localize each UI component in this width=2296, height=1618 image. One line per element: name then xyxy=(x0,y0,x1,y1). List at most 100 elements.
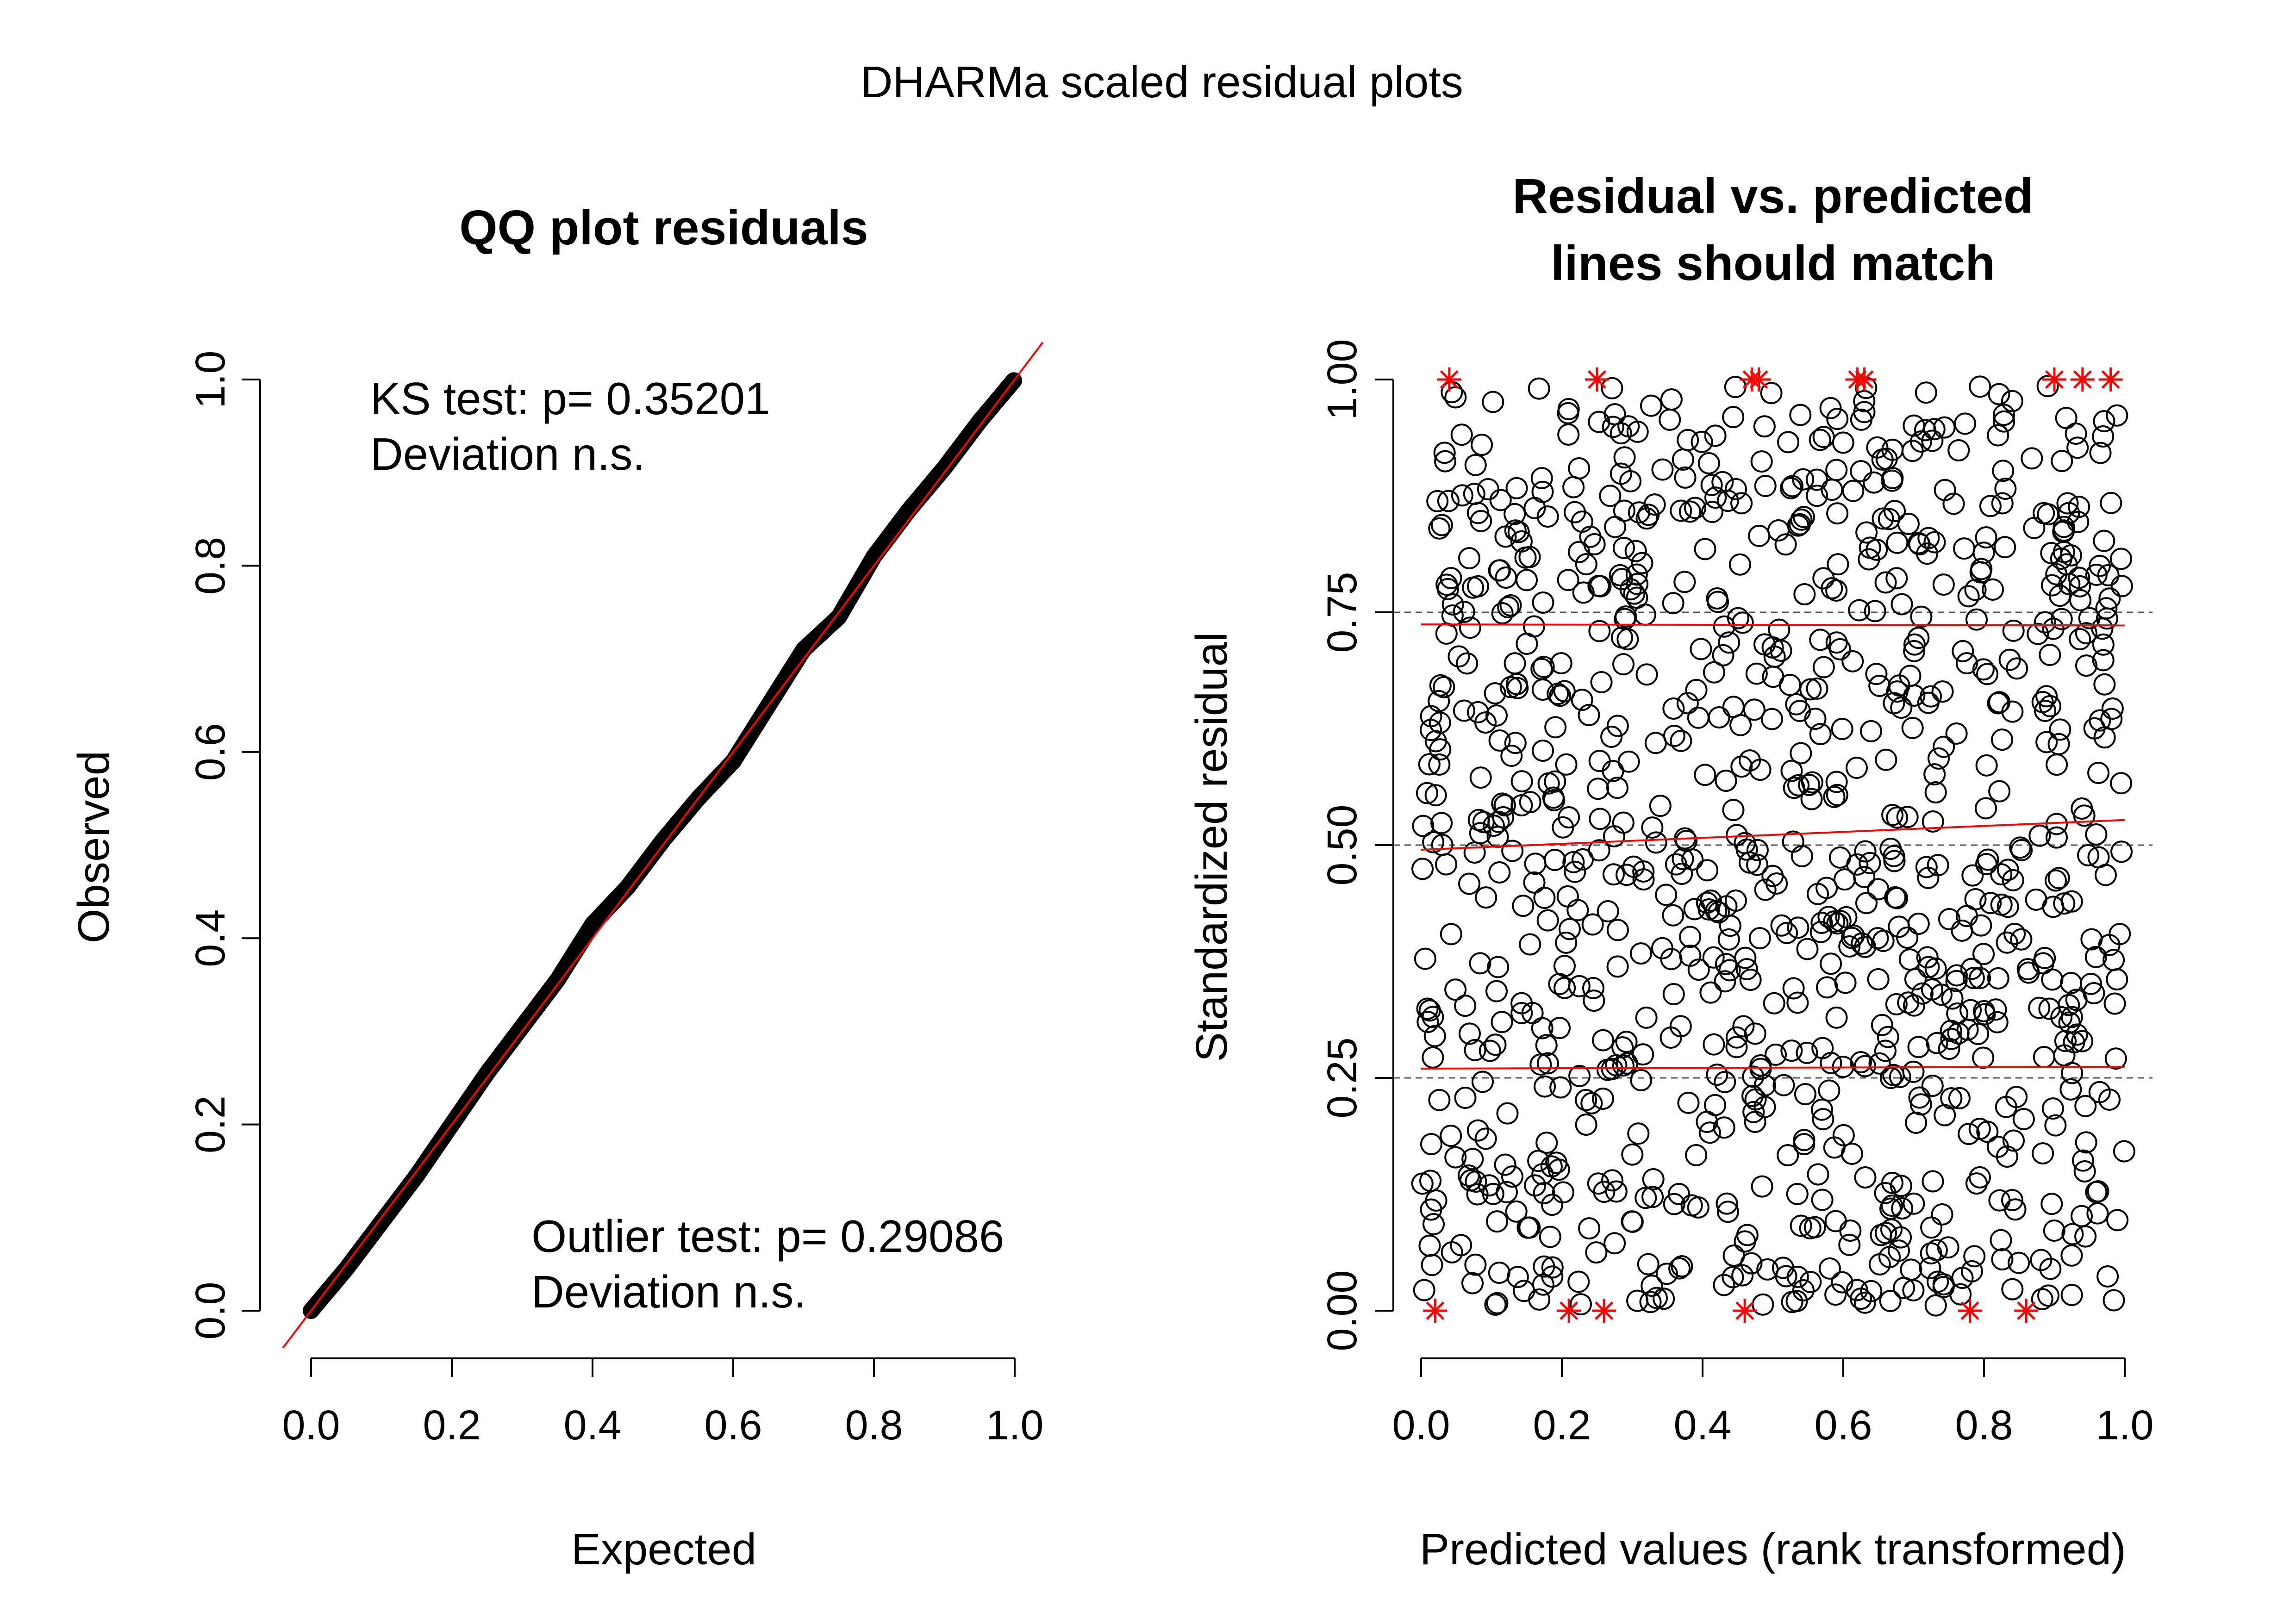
residual-point xyxy=(2110,772,2133,795)
residual-point xyxy=(2035,685,2058,708)
residual-point xyxy=(1962,967,1985,989)
residual-point xyxy=(1725,1026,1748,1049)
residual-point xyxy=(2039,644,2061,666)
residual-point xyxy=(2056,492,2079,515)
residual-point xyxy=(1909,1093,1932,1116)
residual-point xyxy=(1927,1270,1949,1293)
residual-point xyxy=(1990,893,2013,916)
residual-point xyxy=(1678,500,1701,523)
residual-point xyxy=(1941,987,1964,1010)
residual-point xyxy=(1979,892,2002,915)
residual-point xyxy=(1506,677,1529,699)
outlier-marker-stroke xyxy=(2017,1301,2036,1320)
residual-point xyxy=(1619,578,1642,601)
residual-point xyxy=(1426,490,1449,512)
residual-point xyxy=(1827,553,1849,576)
residual-point xyxy=(1651,937,1673,959)
residual-point xyxy=(1414,947,1436,970)
residual-point xyxy=(1772,1074,1795,1096)
qq-y-tick-label: 0.8 xyxy=(187,537,234,595)
residual-point xyxy=(1823,785,1846,808)
residual-outliers xyxy=(1423,367,2123,1323)
outlier-marker xyxy=(2070,367,2095,392)
residual-point xyxy=(1440,1125,1462,1147)
residual-point xyxy=(2092,649,2115,672)
residual-point xyxy=(1850,408,1872,431)
residual-point xyxy=(2061,1062,2084,1084)
residual-point xyxy=(2103,992,2126,1015)
residual-point xyxy=(2092,425,2115,448)
residual-point xyxy=(1429,674,1452,697)
residual-point xyxy=(1818,1257,1841,1280)
residual-point xyxy=(1466,502,1489,524)
residual-x-axis: 0.0 0.2 0.4 0.6 0.8 1.0 xyxy=(1392,1357,2154,1449)
residual-point xyxy=(1690,638,1712,660)
qq-x-tick-label: 0.2 xyxy=(423,1402,480,1449)
residual-point xyxy=(1853,1055,1876,1077)
residual-points xyxy=(1411,375,2135,1317)
residual-point xyxy=(1744,1022,1766,1045)
residual-point xyxy=(2087,846,2110,869)
residual-point xyxy=(1992,460,2015,482)
residual-point xyxy=(1555,931,1578,954)
residual-point xyxy=(2006,657,2028,680)
residual-point xyxy=(1458,547,1481,570)
residual-point xyxy=(1557,423,1580,446)
qq-x-tick-label: 0.0 xyxy=(282,1402,340,1449)
residual-point xyxy=(1868,1253,1891,1276)
residual-point xyxy=(1829,910,1852,933)
residual-point xyxy=(1433,676,1455,698)
residual-point xyxy=(1431,834,1454,856)
residual-point xyxy=(1903,640,1926,662)
residual-point xyxy=(2040,574,2063,597)
residual-point xyxy=(1938,908,1960,931)
residual-point xyxy=(1796,1041,1818,1064)
residual-point xyxy=(1834,971,1857,994)
residual-point xyxy=(1447,645,1470,668)
residual-point xyxy=(1441,604,1464,627)
residual-point xyxy=(1839,1219,1862,1242)
residual-point xyxy=(1825,579,1848,602)
residual-point xyxy=(1518,546,1541,568)
outlier-marker xyxy=(2098,367,2123,392)
residual-point xyxy=(1812,656,1835,678)
residual-point xyxy=(1988,1189,2011,1212)
residual-point xyxy=(1921,1075,1944,1097)
residual-point xyxy=(1842,479,1865,502)
residual-point xyxy=(1459,616,1481,639)
residual-point xyxy=(1482,1182,1504,1205)
residual-point xyxy=(1717,928,1740,951)
residual-point xyxy=(1428,1089,1451,1111)
residual-point xyxy=(2040,1193,2063,1215)
residual-point xyxy=(1812,426,1835,448)
residual-y-tick-label: 0.50 xyxy=(1319,804,1366,885)
residual-point xyxy=(1529,1053,1552,1076)
residual-point xyxy=(1917,956,1940,978)
qq-x-tick-label: 0.6 xyxy=(704,1402,762,1449)
qq-y-tick-label: 1.0 xyxy=(187,350,234,408)
outlier-marker xyxy=(1852,367,1877,392)
residual-point xyxy=(1536,505,1559,528)
residual-point xyxy=(1996,1145,2018,1168)
residual-point xyxy=(1923,763,1946,786)
residual-point xyxy=(2106,404,2128,427)
qq-y-tick-label: 0.2 xyxy=(187,1095,234,1153)
residual-point xyxy=(1590,671,1613,693)
residual-point xyxy=(1716,1201,1739,1223)
residual-point xyxy=(1425,1189,1447,1212)
residual-point xyxy=(1428,753,1451,776)
residual-point xyxy=(1696,1110,1718,1133)
residual-point xyxy=(1504,652,1526,675)
residual-point xyxy=(1826,502,1849,525)
residual-point xyxy=(1588,750,1611,772)
outlier-marker xyxy=(1747,367,1771,392)
residual-point xyxy=(1458,872,1481,895)
residual-point xyxy=(1910,605,1933,628)
residual-point xyxy=(2110,575,2133,597)
residual-point xyxy=(1867,968,1890,990)
residual-point xyxy=(1673,571,1696,593)
residual-point xyxy=(1541,1256,1564,1279)
residual-point xyxy=(1988,691,2011,714)
residual-point xyxy=(1780,1039,1803,1062)
residual-point xyxy=(1768,618,1791,641)
